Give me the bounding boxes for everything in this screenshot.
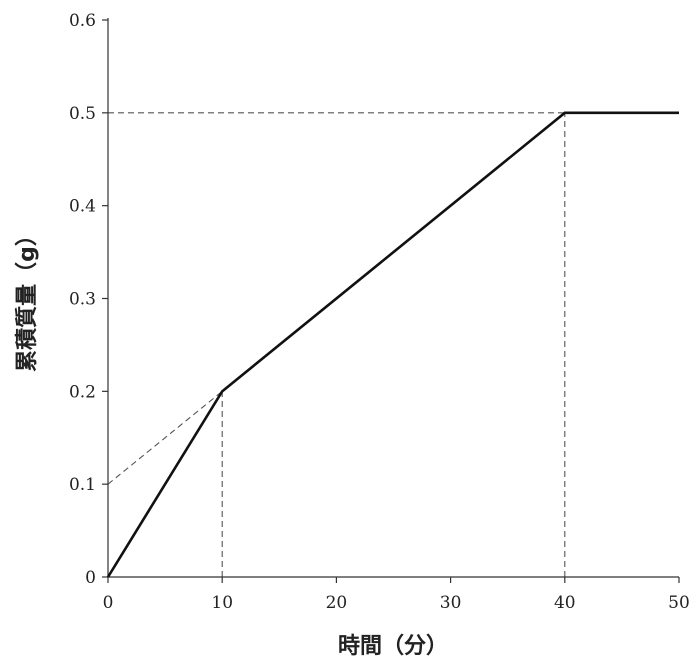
cumulative-mass-line bbox=[106, 111, 679, 578]
y-tick-label: 0.1 bbox=[69, 475, 96, 495]
x-tick-label: 50 bbox=[668, 593, 690, 613]
axes bbox=[107, 18, 679, 578]
x-tick-label: 0 bbox=[103, 593, 114, 613]
y-tick-label: 0.3 bbox=[69, 290, 96, 310]
x-tick-label: 10 bbox=[211, 593, 233, 613]
ticks: 0 0.1 0.2 0.3 0.4 0.5 0.6 0 10 20 30 40 50 bbox=[69, 11, 690, 613]
y-tick-label: 0.2 bbox=[69, 382, 96, 402]
x-tick-label: 40 bbox=[554, 593, 576, 613]
x-axis-title: 時間（分） bbox=[338, 634, 448, 659]
y-axis-title: 累積質量（g） bbox=[15, 224, 40, 372]
x-tick-label: 30 bbox=[440, 593, 462, 613]
guide-lines bbox=[107, 112, 566, 577]
x-tick-label: 20 bbox=[326, 593, 348, 613]
y-tick-label: 0.6 bbox=[69, 11, 96, 31]
data-series bbox=[106, 111, 679, 578]
y-tick-label: 0.4 bbox=[69, 197, 96, 217]
dashed-guide-line bbox=[107, 390, 223, 485]
y-tick-label: 0.5 bbox=[69, 104, 96, 124]
y-tick-label: 0 bbox=[85, 568, 96, 588]
